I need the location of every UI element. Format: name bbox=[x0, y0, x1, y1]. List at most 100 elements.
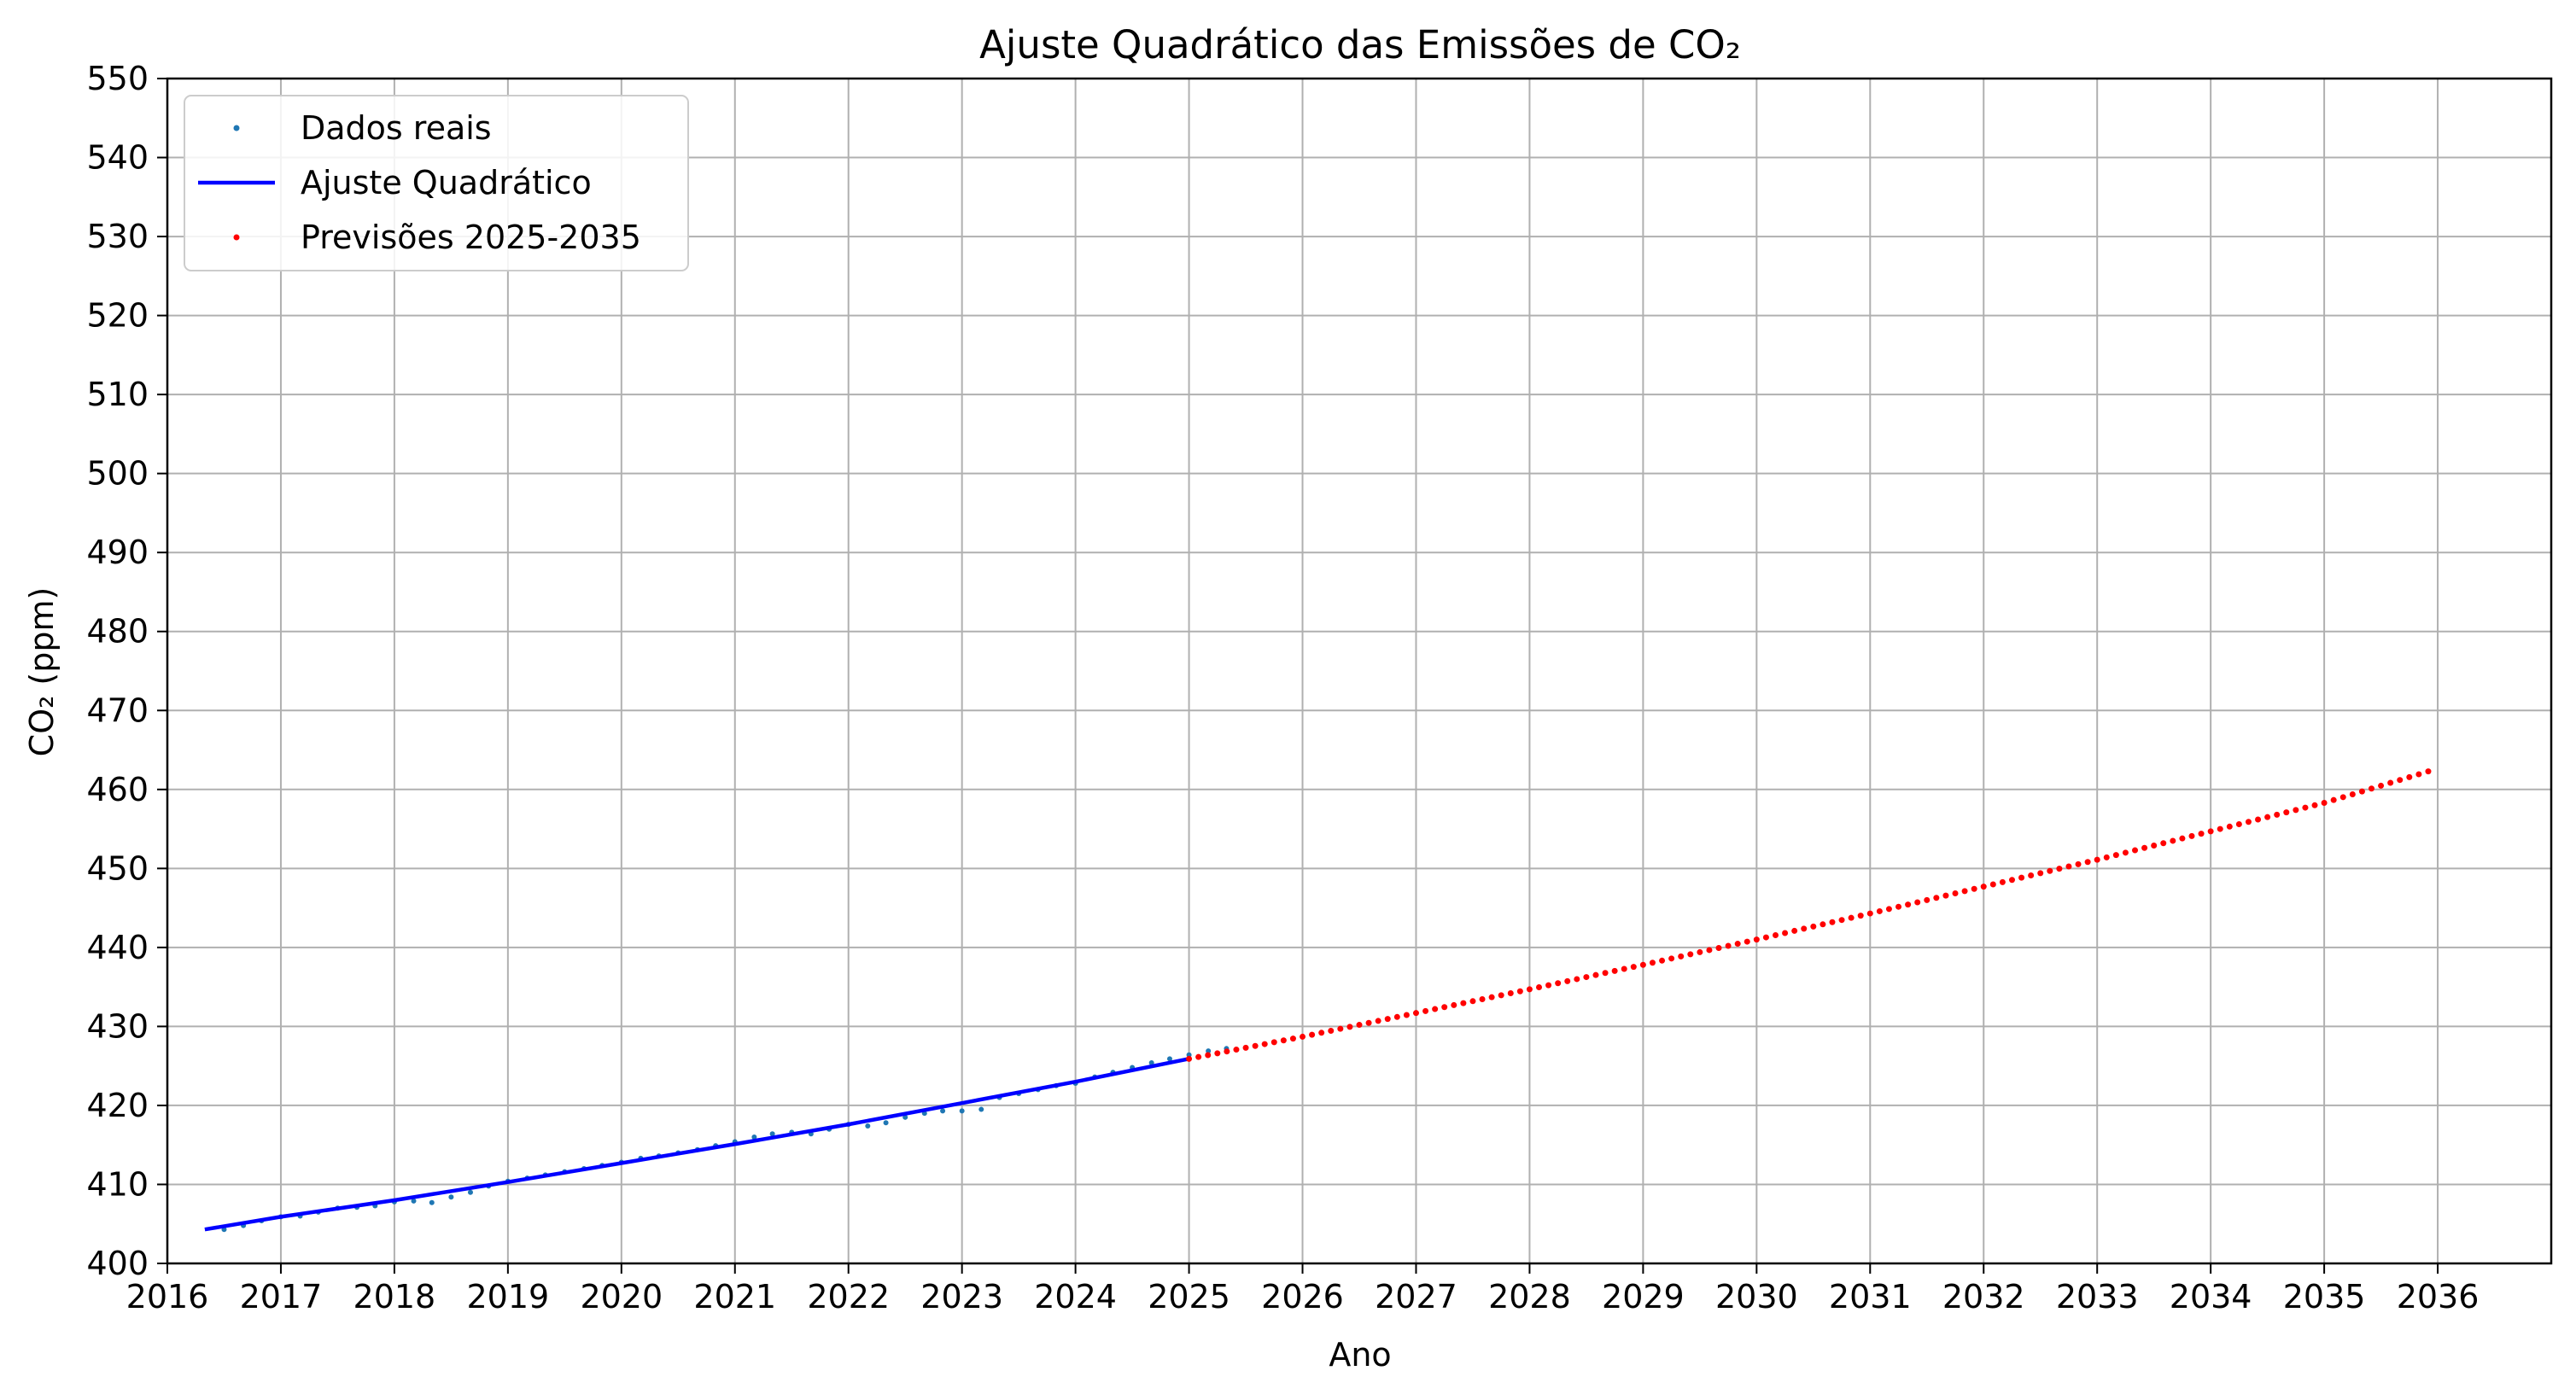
forecast-point bbox=[1715, 944, 1722, 951]
data-point bbox=[1206, 1048, 1212, 1054]
forecast-point bbox=[2397, 777, 2404, 784]
forecast-point bbox=[1829, 919, 1836, 925]
forecast-point bbox=[2037, 870, 2044, 877]
x-tick-label: 2016 bbox=[126, 1278, 209, 1315]
forecast-point bbox=[1507, 990, 1514, 997]
forecast-point bbox=[1895, 903, 1902, 910]
forecast-point bbox=[1866, 910, 1873, 917]
forecast-point bbox=[1375, 1018, 1381, 1024]
data-point bbox=[448, 1194, 454, 1200]
forecast-point bbox=[1403, 1012, 1410, 1018]
forecast-point bbox=[2188, 832, 2195, 839]
legend-label: Previsões 2025-2035 bbox=[301, 219, 641, 256]
forecast-point bbox=[1762, 934, 1769, 941]
forecast-point bbox=[2255, 816, 2262, 823]
forecast-point bbox=[1205, 1052, 1212, 1059]
x-tick-label: 2025 bbox=[1148, 1278, 1230, 1315]
forecast-point bbox=[1933, 895, 1940, 901]
forecast-point bbox=[2293, 807, 2299, 814]
forecast-point bbox=[1233, 1047, 1240, 1053]
forecast-point bbox=[2075, 860, 2082, 867]
legend-swatch bbox=[233, 125, 240, 131]
forecast-point bbox=[1592, 971, 1599, 978]
forecast-point bbox=[2008, 877, 2015, 884]
forecast-point bbox=[2302, 804, 2309, 811]
forecast-point bbox=[1838, 917, 1845, 924]
forecast-point bbox=[1924, 896, 1931, 903]
legend-label: Ajuste Quadrático bbox=[301, 164, 592, 201]
forecast-point bbox=[1772, 932, 1779, 939]
forecast-point bbox=[1649, 960, 1656, 966]
forecast-point bbox=[2122, 849, 2129, 856]
forecast-point bbox=[1659, 957, 1666, 964]
x-tick-label: 2022 bbox=[807, 1278, 890, 1315]
forecast-point bbox=[2198, 831, 2205, 837]
forecast-point bbox=[2339, 794, 2346, 801]
data-point bbox=[769, 1131, 775, 1137]
y-tick-label: 490 bbox=[86, 534, 149, 571]
legend: Dados reais Ajuste Quadrático Previsões 20… bbox=[184, 95, 689, 271]
forecast-point bbox=[1621, 965, 1627, 972]
forecast-point bbox=[1971, 885, 1977, 892]
y-tick-label: 510 bbox=[86, 376, 149, 413]
forecast-point bbox=[2141, 844, 2148, 851]
forecast-point bbox=[1942, 892, 1949, 899]
forecast-point bbox=[2358, 788, 2365, 795]
y-tick-label: 530 bbox=[86, 218, 149, 255]
forecast-point bbox=[1725, 942, 1732, 949]
forecast-point bbox=[2330, 796, 2337, 803]
forecast-point bbox=[1432, 1006, 1439, 1012]
forecast-point bbox=[1536, 984, 1543, 991]
forecast-point bbox=[1318, 1030, 1325, 1036]
forecast-point bbox=[2056, 866, 2063, 872]
forecast-point bbox=[1214, 1050, 1221, 1057]
forecast-point bbox=[1678, 953, 1685, 960]
forecast-point bbox=[2132, 847, 2139, 854]
y-tick-label: 520 bbox=[86, 297, 149, 335]
forecast-point bbox=[1337, 1025, 1344, 1032]
forecast-point bbox=[1300, 1033, 1306, 1040]
forecast-point bbox=[1252, 1042, 1259, 1049]
forecast-point bbox=[2387, 779, 2394, 786]
x-tick-label: 2019 bbox=[466, 1278, 549, 1315]
forecast-point bbox=[1961, 888, 1968, 895]
forecast-point bbox=[2406, 773, 2413, 780]
x-tick-label: 2029 bbox=[1602, 1278, 1685, 1315]
forecast-point bbox=[2018, 874, 2025, 881]
forecast-point bbox=[1242, 1044, 1249, 1051]
y-tick-label: 430 bbox=[86, 1007, 149, 1045]
y-tick-label: 440 bbox=[86, 929, 149, 966]
forecast-point bbox=[1989, 881, 1996, 888]
x-tick-label: 2021 bbox=[693, 1278, 776, 1315]
forecast-point bbox=[1999, 878, 2006, 885]
forecast-point bbox=[2311, 802, 2318, 808]
forecast-point bbox=[1384, 1016, 1391, 1023]
forecast-point bbox=[2084, 859, 2091, 866]
forecast-point bbox=[1630, 964, 1637, 971]
forecast-point bbox=[1479, 995, 1486, 1002]
forecast-point bbox=[1498, 992, 1504, 999]
forecast-point bbox=[2283, 809, 2290, 816]
x-tick-label: 2034 bbox=[2170, 1278, 2252, 1315]
forecast-point bbox=[1393, 1013, 1400, 1020]
forecast-point bbox=[2425, 768, 2432, 775]
y-tick-label: 480 bbox=[86, 613, 149, 650]
forecast-point bbox=[1857, 913, 1864, 919]
x-tick-label: 2027 bbox=[1375, 1278, 1457, 1315]
axis-ticks: 2016 2017 2018 2019 2020 2021 2022 2023 2024 2025… bbox=[86, 60, 2479, 1315]
forecast-point bbox=[2103, 854, 2110, 860]
data-point bbox=[1148, 1059, 1154, 1065]
y-tick-label: 420 bbox=[86, 1087, 149, 1124]
forecast-point bbox=[1791, 927, 1798, 934]
x-tick-label: 2024 bbox=[1034, 1278, 1117, 1315]
data-point bbox=[959, 1108, 965, 1114]
forecast-point bbox=[2028, 872, 2035, 879]
forecast-point bbox=[1186, 1055, 1193, 1062]
forecast-point bbox=[1346, 1024, 1353, 1030]
y-tick-label: 460 bbox=[86, 771, 149, 808]
data-point bbox=[751, 1134, 757, 1140]
forecast-point bbox=[1270, 1039, 1277, 1046]
data-point bbox=[467, 1189, 473, 1195]
forecast-point bbox=[1602, 970, 1609, 977]
